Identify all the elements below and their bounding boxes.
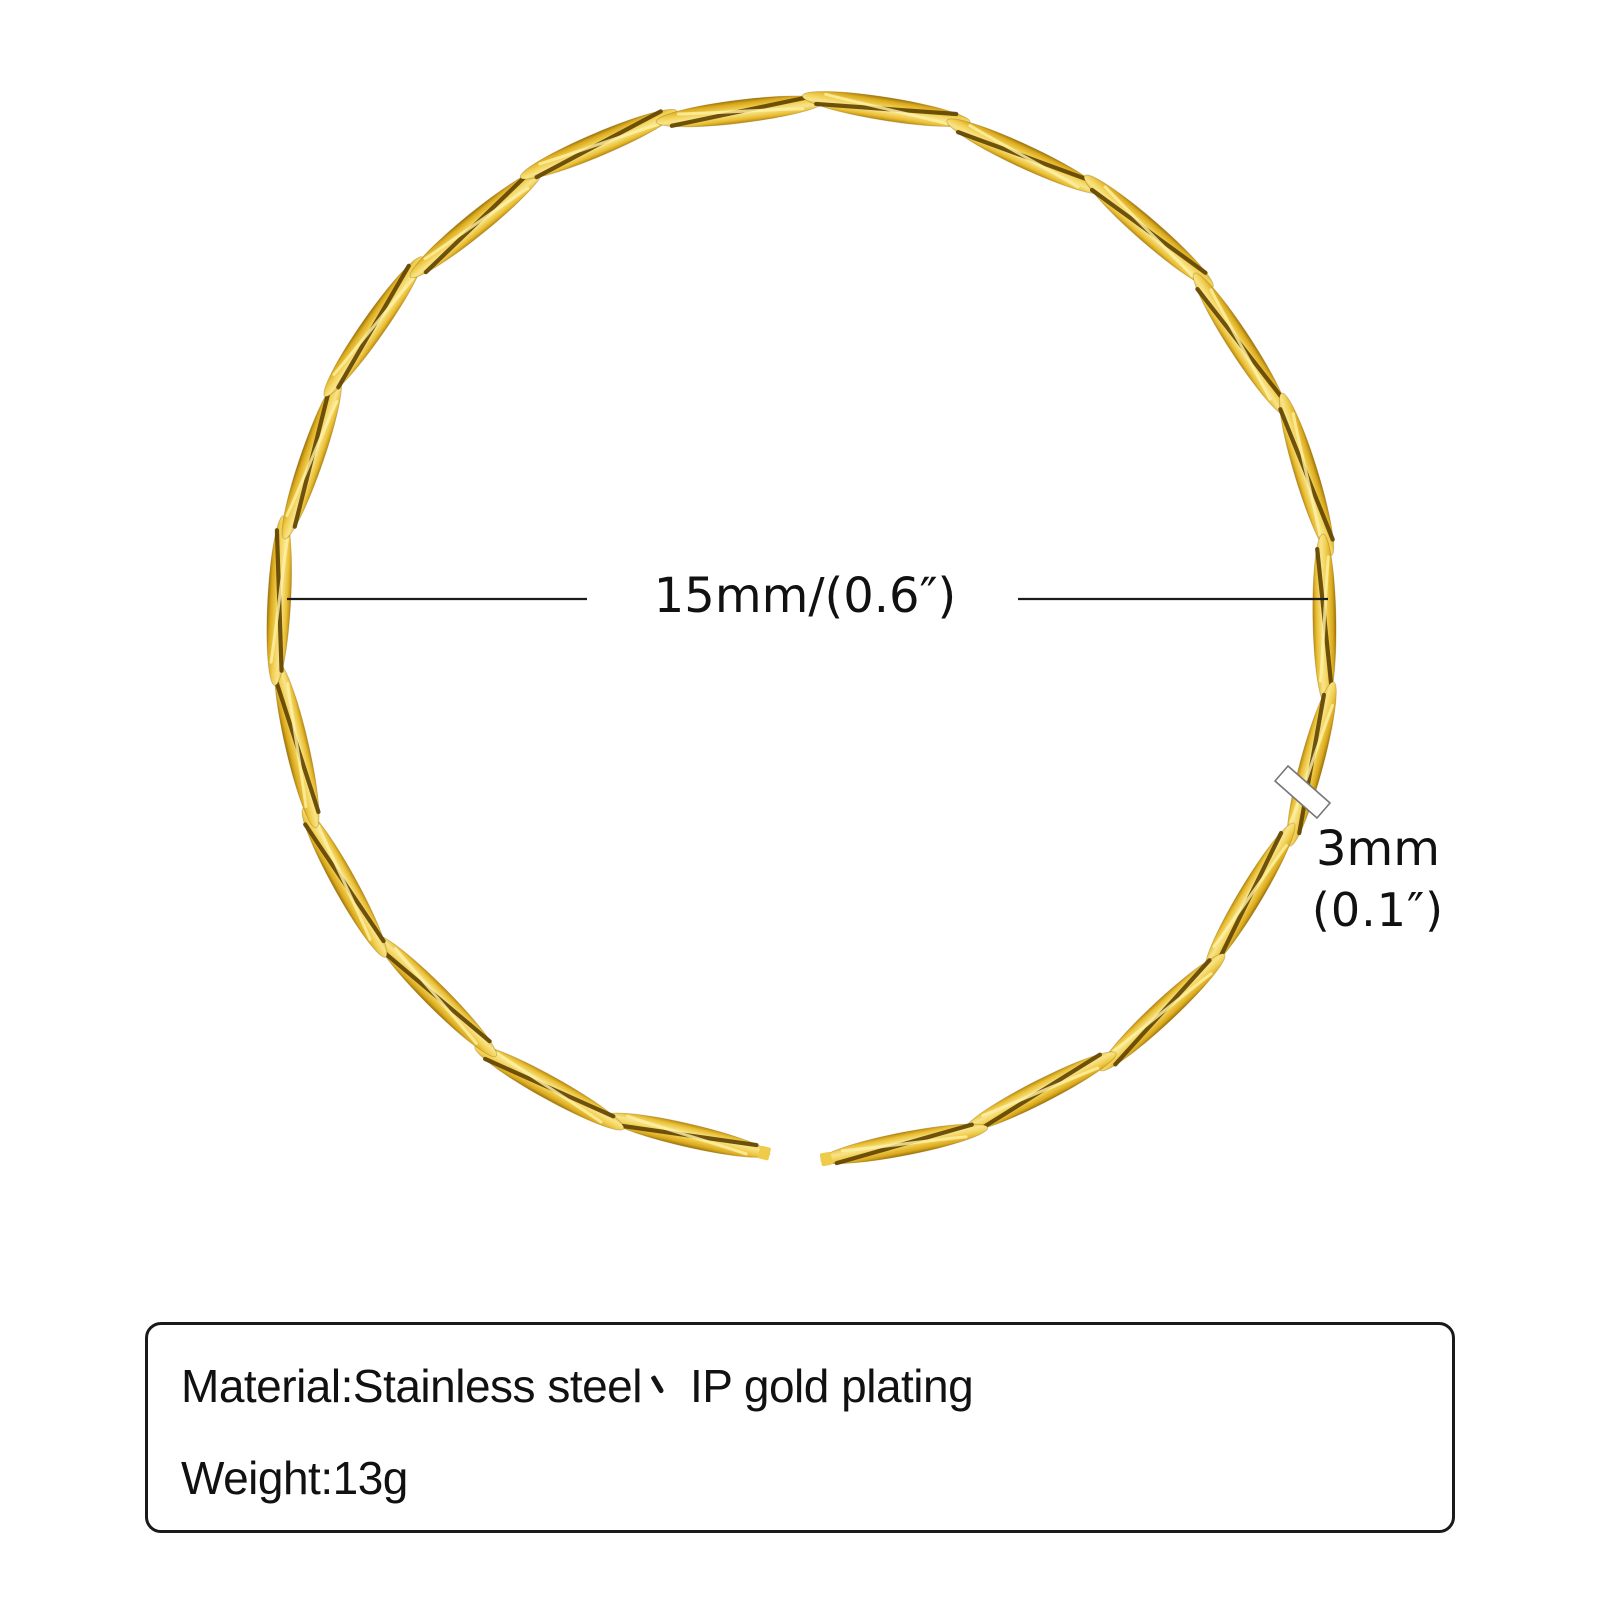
ring-segment — [1192, 272, 1289, 417]
thickness-value-inches: (0.1″) — [1311, 883, 1445, 937]
ring-segment — [1286, 681, 1337, 847]
ring-segment — [1099, 953, 1226, 1072]
ring-segment — [603, 1112, 771, 1161]
ring-segment — [801, 91, 971, 127]
ring-segment — [655, 94, 826, 128]
material-prefix: Material:Stainless steel — [181, 1360, 642, 1412]
twist-highlight — [1289, 703, 1334, 825]
twist-highlight — [285, 400, 339, 518]
ideographic-comma-icon — [646, 1362, 676, 1402]
ring-segment — [1278, 392, 1335, 557]
thickness-label: 3mm (0.1″) — [1278, 819, 1478, 941]
twist-highlight — [495, 1051, 603, 1124]
twist-highlight — [1212, 844, 1288, 949]
twisted-bangle-ring — [266, 91, 1337, 1167]
twist-highlight — [968, 124, 1080, 189]
twist-highlight — [1103, 185, 1194, 278]
ring-segment — [474, 1044, 625, 1131]
ring-segment — [266, 515, 292, 686]
twist-highlight — [824, 92, 949, 126]
wire-end-cap — [757, 1145, 771, 1161]
ring-segment — [1083, 174, 1214, 289]
twist-highlight — [676, 107, 805, 116]
thickness-leader — [1273, 764, 1332, 820]
twist-highlight — [1319, 555, 1330, 683]
ring-segment — [374, 934, 498, 1058]
twist-highlight — [394, 947, 478, 1045]
ring-segment — [409, 168, 544, 279]
ring-segment — [281, 377, 342, 540]
spec-box: Material:Stainless steel IP gold plating … — [145, 1322, 1455, 1533]
twist-highlight — [538, 123, 660, 166]
material-suffix: IP gold plating — [689, 1360, 974, 1412]
weight-line: Weight:13g — [181, 1452, 408, 1504]
ring-segment — [819, 1122, 989, 1167]
twist-highlight — [1112, 972, 1213, 1053]
twist-highlight — [332, 277, 415, 377]
ring-segment — [519, 109, 678, 180]
diameter-label: 15mm/(0.6″) — [653, 568, 957, 624]
material-line: Material:Stainless steel IP gold plating — [181, 1358, 1452, 1414]
twist-highlight — [626, 1114, 748, 1156]
twist-highlight — [423, 186, 530, 261]
ring-segment — [301, 807, 388, 958]
thickness-value: 3mm — [1315, 821, 1441, 877]
ring-segment — [946, 118, 1102, 195]
twist-highlight — [317, 824, 372, 941]
twist-highlight — [840, 1135, 968, 1153]
twist-highlight — [269, 537, 289, 664]
twist-highlight — [1209, 288, 1272, 401]
twist-highlight — [1291, 412, 1322, 537]
ring-segment — [323, 256, 424, 397]
ring-segment — [1312, 533, 1337, 705]
twist-highlight — [286, 682, 308, 809]
twist-highlight — [981, 1066, 1100, 1117]
wire-end-cap — [819, 1151, 833, 1167]
